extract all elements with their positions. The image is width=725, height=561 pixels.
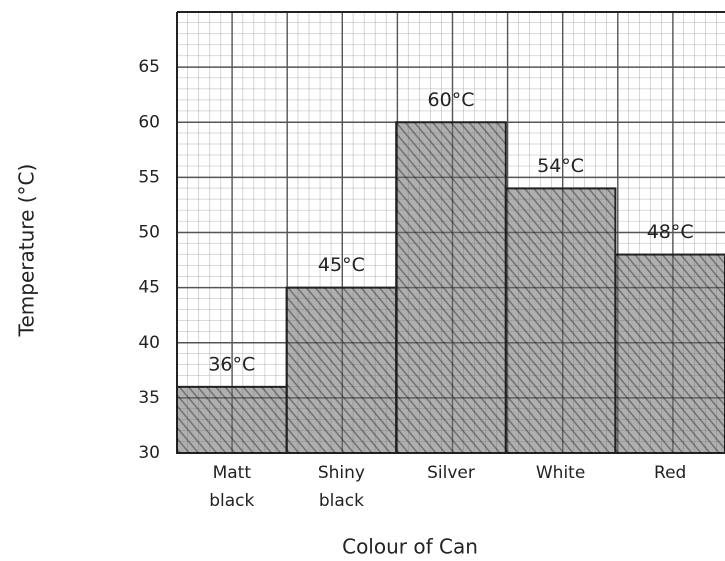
y-tick-label: 30 [138, 443, 160, 463]
x-tick-label: Red [630, 459, 710, 487]
y-tick-label: 35 [138, 388, 160, 408]
x-tick-label: Shiny black [301, 459, 381, 515]
x-tick-label: White [521, 459, 601, 487]
x-axis-label: Colour of Can [342, 535, 478, 559]
value-label: 48°C [647, 221, 694, 243]
bar-hatch [287, 288, 397, 453]
value-label: 54°C [537, 155, 584, 177]
value-label: 45°C [318, 254, 365, 276]
bar-hatch [615, 255, 725, 453]
bar-hatch [177, 387, 287, 453]
y-tick-label: 55 [138, 167, 160, 187]
y-tick-label: 65 [138, 57, 160, 77]
y-tick-label: 50 [138, 223, 160, 243]
y-tick-label: 45 [138, 278, 160, 298]
y-tick-label: 40 [138, 333, 160, 353]
y-axis-label: Temperature (°C) [15, 164, 39, 338]
bar-hatch [396, 122, 506, 453]
value-label: 60°C [428, 89, 475, 111]
x-tick-label: Matt black [192, 459, 272, 515]
value-label: 36°C [208, 353, 255, 375]
y-tick-label: 60 [138, 112, 160, 132]
page: {"chart_data": {"type": "bar", "x_label"… [0, 0, 725, 561]
bar-hatch [506, 188, 616, 453]
x-tick-label: Silver [411, 459, 491, 487]
